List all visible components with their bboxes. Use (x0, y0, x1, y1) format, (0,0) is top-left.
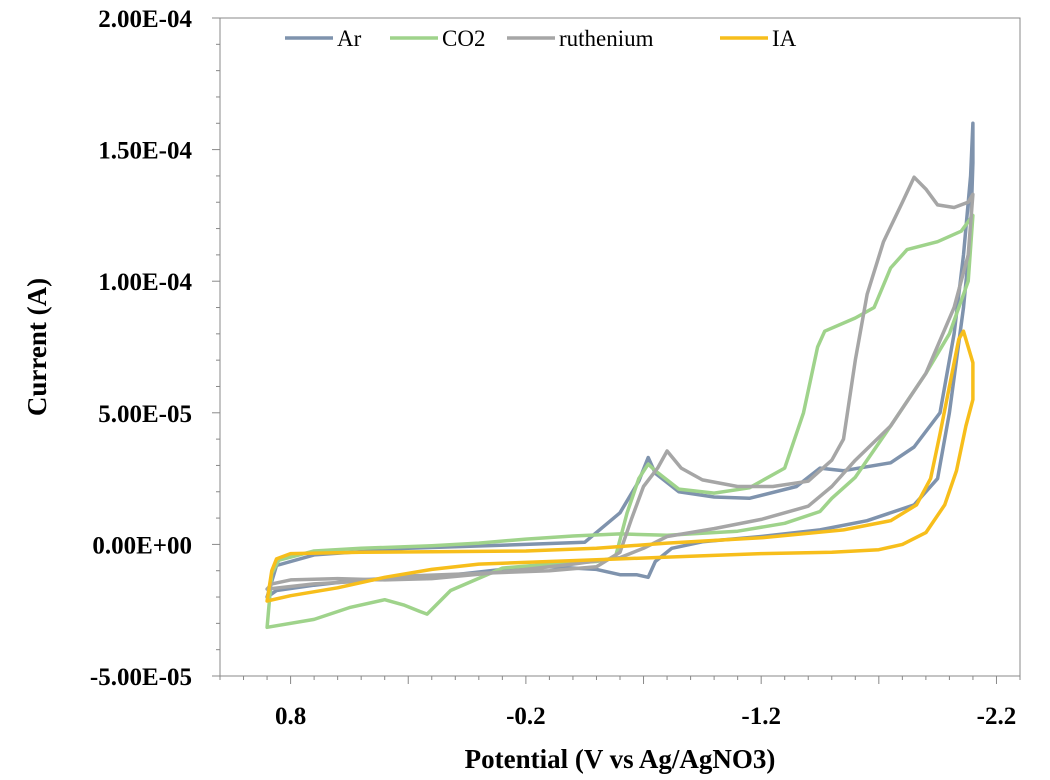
y-tick-label: 1.50E-04 (98, 138, 192, 165)
legend-label-ia: IA (772, 26, 797, 51)
y-axis: -5.00E-05 0.00E+00 5.00E-05 1.00E-04 1.50E-0… (90, 6, 220, 691)
x-tick-label: 0.8 (275, 703, 306, 730)
x-axis: 0.8 -0.2 -1.2 -2.2 (219, 676, 1021, 730)
series-layer (265, 121, 975, 630)
x-tick-label: -2.2 (977, 703, 1017, 730)
series-line-co2 (265, 213, 975, 630)
legend: Ar CO2 ruthenium IA (285, 26, 797, 51)
y-axis-title: Current (A) (22, 278, 52, 416)
series-line-ruthenium (265, 175, 975, 591)
y-tick-label: 0.00E+00 (92, 532, 192, 559)
x-tick-label: -0.2 (506, 703, 546, 730)
legend-label-co2: CO2 (442, 26, 485, 51)
series-line-ia (265, 329, 975, 603)
y-tick-label: 1.00E-04 (98, 269, 192, 296)
y-tick-label: 2.00E-04 (98, 6, 192, 33)
y-tick-label: 5.00E-05 (98, 401, 192, 428)
legend-label-ruthenium: ruthenium (559, 26, 654, 51)
legend-label-ar: Ar (337, 26, 362, 51)
y-tick-label: -5.00E-05 (90, 664, 192, 691)
x-axis-title: Potential (V vs Ag/AgNO3) (465, 744, 776, 774)
x-tick-label: -1.2 (741, 703, 781, 730)
